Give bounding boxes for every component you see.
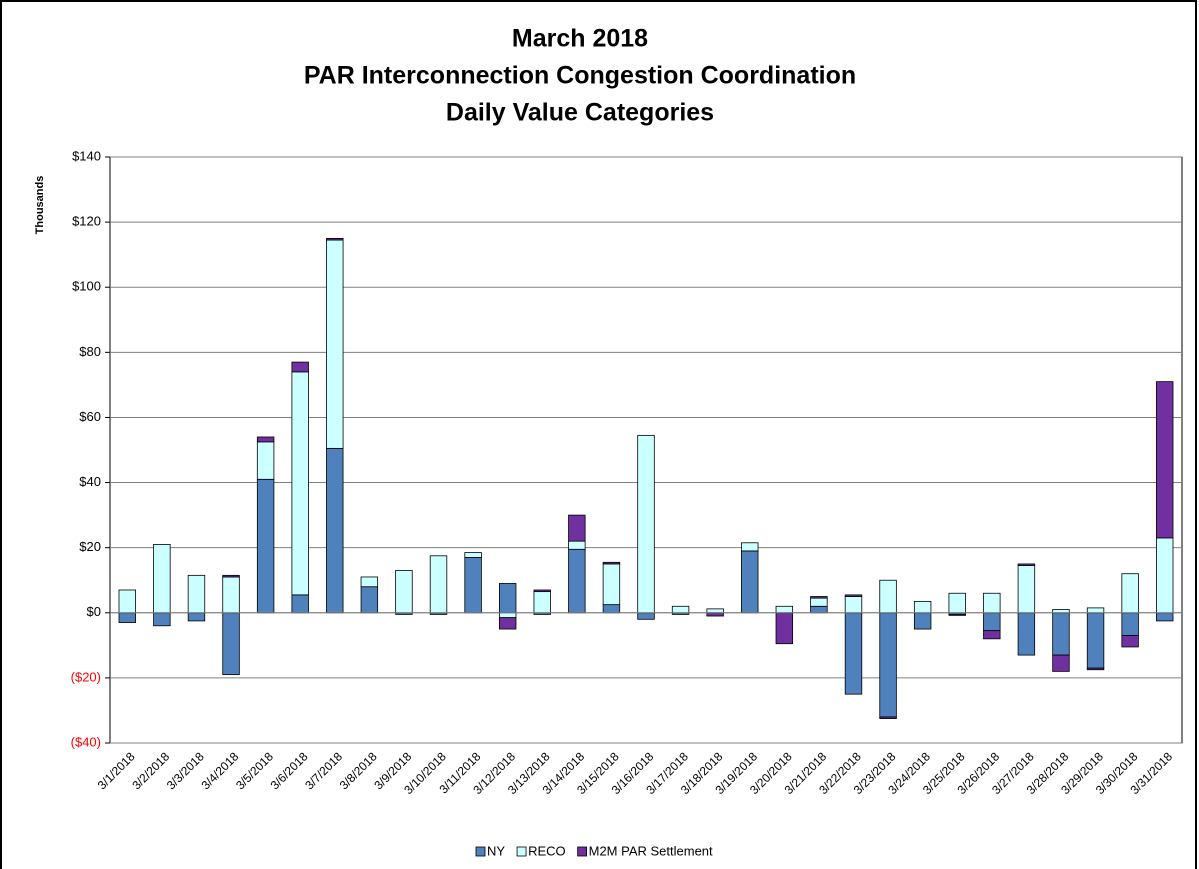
bar-segment [118, 612, 136, 623]
bar-segment [187, 612, 206, 622]
legend-label: NY [487, 843, 505, 858]
bar-segment [879, 612, 897, 718]
legend-swatch [516, 846, 527, 857]
bar-segment [533, 591, 551, 614]
bar-segment [360, 576, 379, 588]
bar-segment [844, 594, 863, 597]
bar-segment [153, 612, 171, 627]
y-axis-title: Thousands [34, 176, 46, 235]
bar-segment [291, 361, 309, 373]
bar-segment [983, 612, 1001, 632]
bar-segment [706, 608, 724, 614]
bar-segment [498, 612, 517, 619]
bar-segment [775, 612, 794, 645]
bar-segment [326, 239, 344, 449]
bar-segment [118, 589, 136, 614]
bar-segment [1086, 607, 1105, 614]
bar-segment [810, 596, 828, 599]
y-tick-label: $40 [79, 474, 101, 489]
bar-segment [1086, 612, 1105, 669]
y-tick-label: $80 [79, 344, 101, 359]
bar-segment [568, 514, 586, 542]
bar-segment [464, 552, 482, 558]
bar-segment [222, 574, 240, 578]
bar-segment [602, 561, 621, 565]
bar-segment [879, 579, 897, 614]
bar-segment [568, 540, 586, 550]
bar-segment [1086, 667, 1105, 671]
bar-segment [256, 441, 275, 480]
legend-label: RECO [528, 843, 566, 858]
bar-segment [1156, 381, 1174, 539]
y-tick-label: $140 [72, 148, 101, 163]
bar-segment [326, 447, 344, 614]
bar-segment [844, 612, 863, 695]
bar-segment [775, 605, 794, 614]
y-tick-label: ($20) [71, 669, 101, 684]
legend-label: M2M PAR Settlement [589, 843, 713, 858]
bar-segment [637, 612, 655, 620]
bar-segment [741, 550, 759, 614]
bar-segment [983, 630, 1001, 640]
bar-segment [948, 592, 966, 614]
bar-segment [1017, 565, 1036, 614]
bar-segment [533, 589, 551, 593]
bar-segment [256, 478, 275, 614]
bar-segment [187, 574, 206, 614]
y-tick-label: $20 [79, 539, 101, 554]
legend-swatch [475, 846, 486, 857]
bar-segment [464, 557, 482, 614]
bar-segment [913, 600, 932, 614]
bar-segment [568, 548, 586, 614]
bar-segment [360, 586, 379, 614]
bar-segment [153, 544, 171, 614]
bar-segment [1121, 635, 1139, 648]
legend-swatch [577, 846, 588, 857]
bar-segment [222, 612, 240, 676]
y-tick-label: ($40) [71, 734, 101, 749]
bar-segment [291, 594, 309, 614]
y-tick-label: $60 [79, 409, 101, 424]
bar-segment [913, 612, 932, 630]
bar-segment [498, 583, 517, 614]
bar-segment [1156, 612, 1174, 622]
bar-segment [637, 434, 655, 614]
bar-segment [1121, 573, 1139, 614]
bar-segment [602, 604, 621, 614]
title-line: PAR Interconnection Congestion Coordinat… [304, 62, 856, 90]
bar-segment [1156, 537, 1174, 614]
bar-segment [429, 555, 448, 614]
bar-segment [844, 596, 863, 614]
bar-segment [1052, 654, 1070, 672]
bar-segment [1017, 612, 1036, 656]
bar-segment [256, 436, 275, 443]
bar-segment [222, 576, 240, 614]
bar-segment [602, 563, 621, 606]
bar-segment [1121, 612, 1139, 636]
bar-segment [291, 371, 309, 596]
bar-segment [948, 614, 966, 616]
bar-segment [498, 617, 517, 630]
bar-segment [326, 237, 344, 241]
title-line: March 2018 [512, 25, 648, 53]
y-tick-label: $100 [72, 279, 101, 294]
bar-segment [1017, 563, 1036, 566]
bar-segment [983, 592, 1001, 614]
bar-segment [1052, 612, 1070, 656]
bar-segment [810, 597, 828, 607]
title-line: Daily Value Categories [446, 99, 714, 127]
bar-segment [671, 605, 690, 614]
y-tick-label: $120 [72, 214, 101, 229]
y-tick-label: $0 [87, 604, 101, 619]
bar-segment [879, 716, 897, 719]
bar-segment [810, 605, 828, 614]
bar-segment [395, 570, 413, 614]
bar-segment [741, 542, 759, 552]
